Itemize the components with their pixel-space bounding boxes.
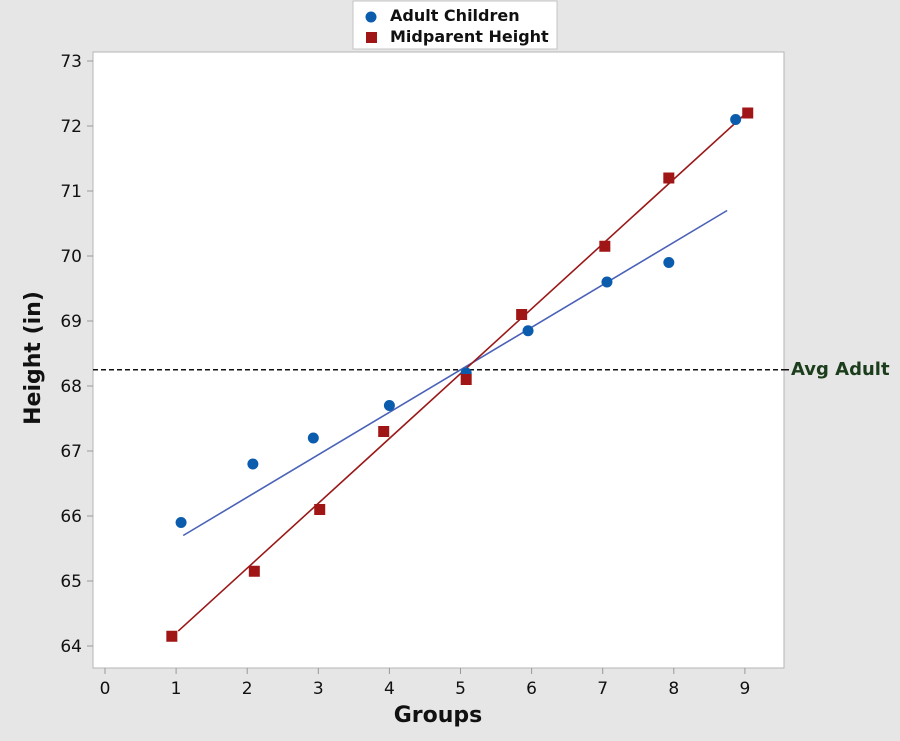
- x-tick-label: 1: [171, 679, 182, 699]
- legend-label-midparent-height: Midparent Height: [390, 27, 549, 46]
- y-tick-label: 66: [60, 507, 82, 527]
- x-tick-label: 3: [313, 679, 324, 699]
- fit-line: [182, 209, 728, 537]
- y-tick-label: 70: [60, 247, 82, 267]
- data-point-square: [248, 565, 260, 577]
- data-point-square: [166, 630, 178, 642]
- x-tick-label: 4: [384, 679, 395, 699]
- data-point-square: [378, 426, 390, 437]
- y-tick-label: 69: [60, 312, 82, 332]
- data-points: [166, 107, 754, 642]
- x-axis-title: Groups: [394, 703, 483, 728]
- x-axis: 0 1 2 3 4 5 6 7 8 9: [100, 668, 750, 699]
- data-point-square: [599, 240, 611, 252]
- data-point-square: [742, 107, 754, 119]
- y-tick-label: 72: [60, 117, 82, 137]
- data-point-circle: [522, 325, 534, 337]
- data-point-circle: [307, 432, 319, 444]
- data-point-square: [516, 309, 528, 320]
- y-axis-title: Height (in): [21, 291, 46, 425]
- y-tick-label: 65: [60, 572, 82, 592]
- y-tick-label: 73: [60, 52, 82, 72]
- data-point-square: [663, 172, 675, 184]
- legend-square-icon: [366, 32, 377, 43]
- data-point-square: [314, 504, 326, 515]
- data-point-circle: [601, 276, 613, 288]
- x-tick-label: 6: [526, 679, 537, 699]
- x-tick-label: 0: [100, 679, 111, 699]
- data-point-circle: [730, 114, 742, 125]
- avg-adult-label: Avg Adult: [791, 359, 890, 380]
- data-point-square: [460, 374, 472, 385]
- data-point-circle: [383, 400, 395, 411]
- data-point-circle: [175, 517, 187, 528]
- y-tick-label: 64: [60, 637, 82, 657]
- x-tick-label: 8: [668, 679, 679, 699]
- x-tick-label: 2: [242, 679, 253, 699]
- x-tick-label: 9: [739, 679, 750, 699]
- y-tick-label: 67: [60, 442, 82, 462]
- x-tick-label: 7: [597, 679, 608, 699]
- y-tick-label: 68: [60, 377, 82, 397]
- data-point-circle: [663, 257, 675, 268]
- legend: Adult Children Midparent Height: [352, 0, 558, 50]
- y-tick-label: 71: [60, 182, 82, 202]
- legend-label-adult-children: Adult Children: [390, 6, 520, 25]
- legend-circle-icon: [365, 11, 377, 23]
- data-point-circle: [247, 458, 259, 470]
- y-axis: 64 65 66 67 68 69 70 71 72 73: [60, 52, 93, 657]
- plot-area: [92, 51, 785, 669]
- x-tick-label: 5: [455, 679, 466, 699]
